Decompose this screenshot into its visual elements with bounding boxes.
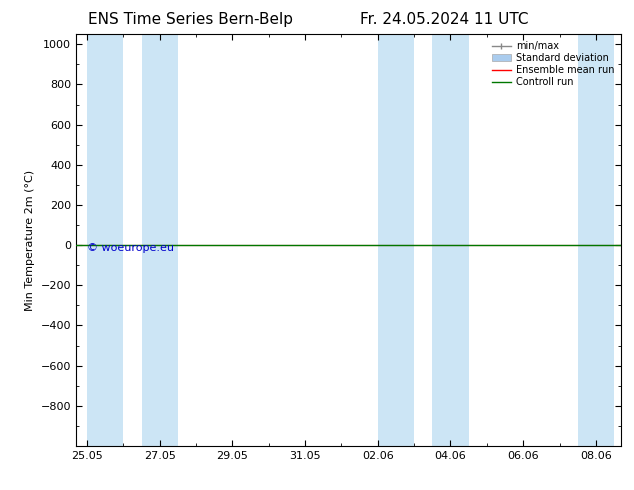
Bar [378, 34, 414, 446]
Y-axis label: Min Temperature 2m (°C): Min Temperature 2m (°C) [25, 170, 35, 311]
Bar [432, 34, 469, 446]
Legend: min/max, Standard deviation, Ensemble mean run, Controll run: min/max, Standard deviation, Ensemble me… [489, 39, 616, 89]
Bar [87, 34, 124, 446]
Text: © woeurope.eu: © woeurope.eu [87, 243, 174, 253]
Text: Fr. 24.05.2024 11 UTC: Fr. 24.05.2024 11 UTC [359, 12, 528, 27]
Bar [141, 34, 178, 446]
Bar [578, 34, 614, 446]
Text: ENS Time Series Bern-Belp: ENS Time Series Bern-Belp [87, 12, 293, 27]
